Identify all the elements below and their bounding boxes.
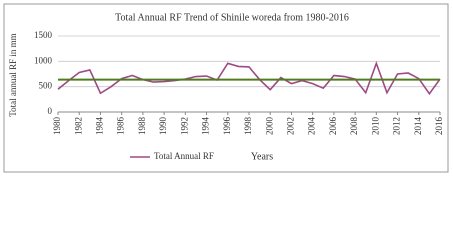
x-tick-label: 1986 [116,117,126,136]
x-tick-label: 1984 [95,117,105,136]
x-tick-label: 2004 [307,117,317,136]
x-tick-label: 2014 [413,117,423,136]
y-axis-label: Total annual RF in mm [8,33,18,116]
x-tick-label: 1982 [73,117,83,135]
chart: Total Annual RF Trend of Shinile woreda … [3,3,449,173]
x-tick-label: 1988 [137,117,147,136]
x-tick-label: 1990 [158,117,168,136]
y-tick-label: 0 [48,106,53,116]
y-tick-label: 1000 [34,55,53,65]
x-tick-label: 2016 [434,117,444,136]
chart-title: Total Annual RF Trend of Shinile woreda … [115,12,349,23]
x-tick-label: 1996 [222,117,232,136]
x-tick-label: 2010 [370,117,380,136]
x-tick-label: 2000 [264,117,274,136]
x-tick-label: 2012 [392,117,402,135]
x-tick-label: 1998 [243,117,253,136]
y-tick-label: 500 [39,81,53,91]
x-tick-label: 2002 [286,117,296,135]
y-tick-label: 1500 [34,30,53,40]
x-tick-label: 1992 [179,117,189,135]
chart-border [3,3,449,173]
x-tick-label: 1980 [52,117,62,136]
data-line [57,61,441,96]
legend-label: Total Annual RF [154,151,214,161]
x-axis-label: Years [251,151,273,162]
x-tick-label: 1994 [201,117,211,136]
x-tick-label: 2008 [349,117,359,136]
x-tick-label: 2006 [328,117,338,136]
